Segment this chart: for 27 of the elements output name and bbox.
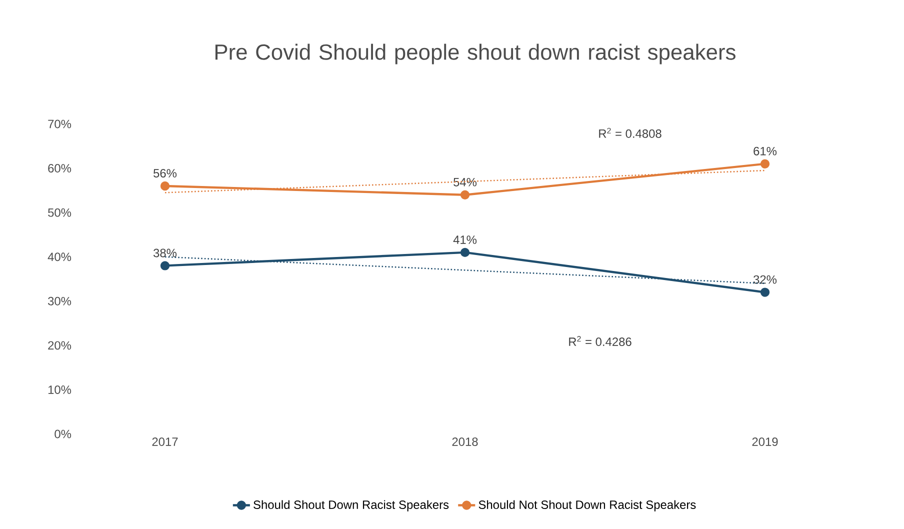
x-tick-label: 2019 [752,438,778,446]
data-label: 41% [453,236,477,244]
point [160,261,170,270]
legend-label: Should Shout Down Racist Speakers [254,500,449,512]
y-tick-label: 40% [48,252,72,262]
data-label: 61% [754,146,777,156]
y-tick-label: 30% [48,296,72,306]
y-tick-label: 60% [48,164,72,173]
y-tick-label: 50% [48,208,72,217]
data-label: 38% [153,248,177,258]
legend-label: Should Not Shout Down Racist Speakers [478,500,696,512]
annotation: R$^{2}$ = 0.4286 [569,336,632,346]
y-tick-label: 10% [48,385,72,394]
point [760,159,770,168]
x-tick-label: 2018 [452,438,478,446]
data-label: 56% [154,169,177,178]
point [460,248,470,258]
point [460,190,470,200]
y-tick-label: 70% [48,120,72,128]
point [760,288,770,297]
y-tick-label: 20% [48,341,72,350]
x-tick-label: 2017 [152,438,178,446]
chart-title: Pre Covid Should people shout down racist speakers [215,44,736,64]
point [160,181,170,191]
y-tick-label: 0% [54,430,72,438]
data-label: 32% [753,275,777,284]
annotation: R$^{2}$ = 0.4808 [599,128,662,138]
